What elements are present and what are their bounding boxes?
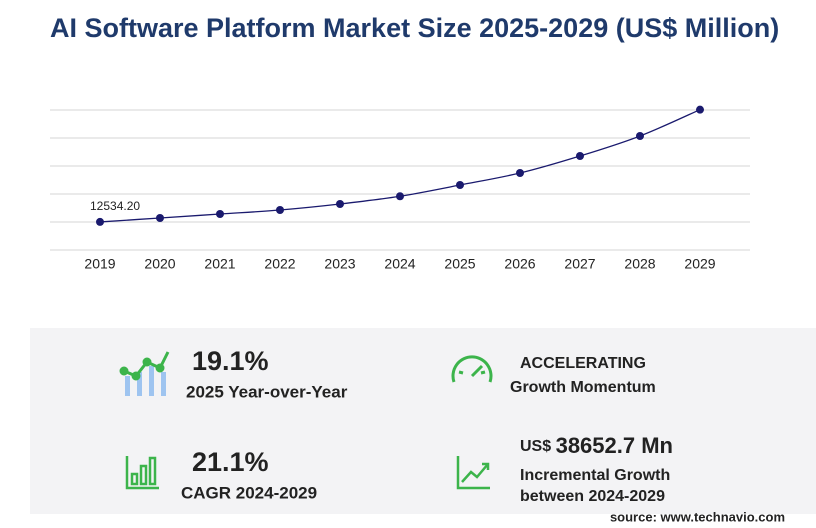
stat-value: 21.1% [192, 447, 269, 477]
amount: 38652.7 Mn [556, 433, 673, 458]
stat-label: 2025 Year-over-Year [186, 382, 348, 401]
data-point [96, 217, 104, 226]
x-tick-label: 2029 [684, 256, 715, 272]
stat-value: ACCELERATING [520, 355, 646, 372]
data-point [636, 131, 644, 140]
x-tick-label: 2020 [144, 256, 175, 272]
x-tick-label: 2021 [204, 256, 235, 272]
data-point [276, 206, 284, 215]
stat-label: between 2024-2029 [520, 488, 665, 505]
x-tick-label: 2019 [84, 256, 115, 272]
source: source: www.technavio.com [610, 509, 785, 524]
data-point [516, 169, 524, 177]
stat-value: 19.1% [192, 346, 269, 376]
x-tick-label: 2026 [504, 256, 535, 272]
stats-panel [30, 328, 816, 514]
currency: US$ [520, 438, 551, 455]
data-point [696, 105, 704, 114]
chart-title: AI Software Platform Market Size 2025-20… [50, 13, 779, 43]
gauge-icon [451, 355, 493, 383]
x-tick-label: 2028 [624, 256, 655, 272]
stat-value: US$ 38652.7 Mn [520, 433, 673, 458]
data-label: 12534.20 [90, 199, 140, 213]
data-point [336, 199, 344, 208]
data-point [576, 152, 584, 161]
data-point [156, 213, 164, 222]
stat-label: Incremental Growth [520, 467, 670, 484]
data-point [396, 192, 404, 201]
x-tick-label: 2023 [324, 256, 355, 272]
data-point [456, 180, 464, 189]
x-tick-label: 2025 [444, 256, 475, 272]
growth-icon [456, 456, 490, 490]
cagr-icon [125, 456, 159, 490]
x-tick-label: 2027 [564, 256, 595, 272]
x-tick-label: 2022 [264, 256, 295, 272]
x-tick-label: 2024 [384, 256, 415, 272]
yoy-icon [119, 351, 170, 396]
stat-label: CAGR 2024-2029 [181, 483, 317, 502]
data-point [216, 210, 224, 219]
stat-label: Growth Momentum [510, 379, 656, 396]
